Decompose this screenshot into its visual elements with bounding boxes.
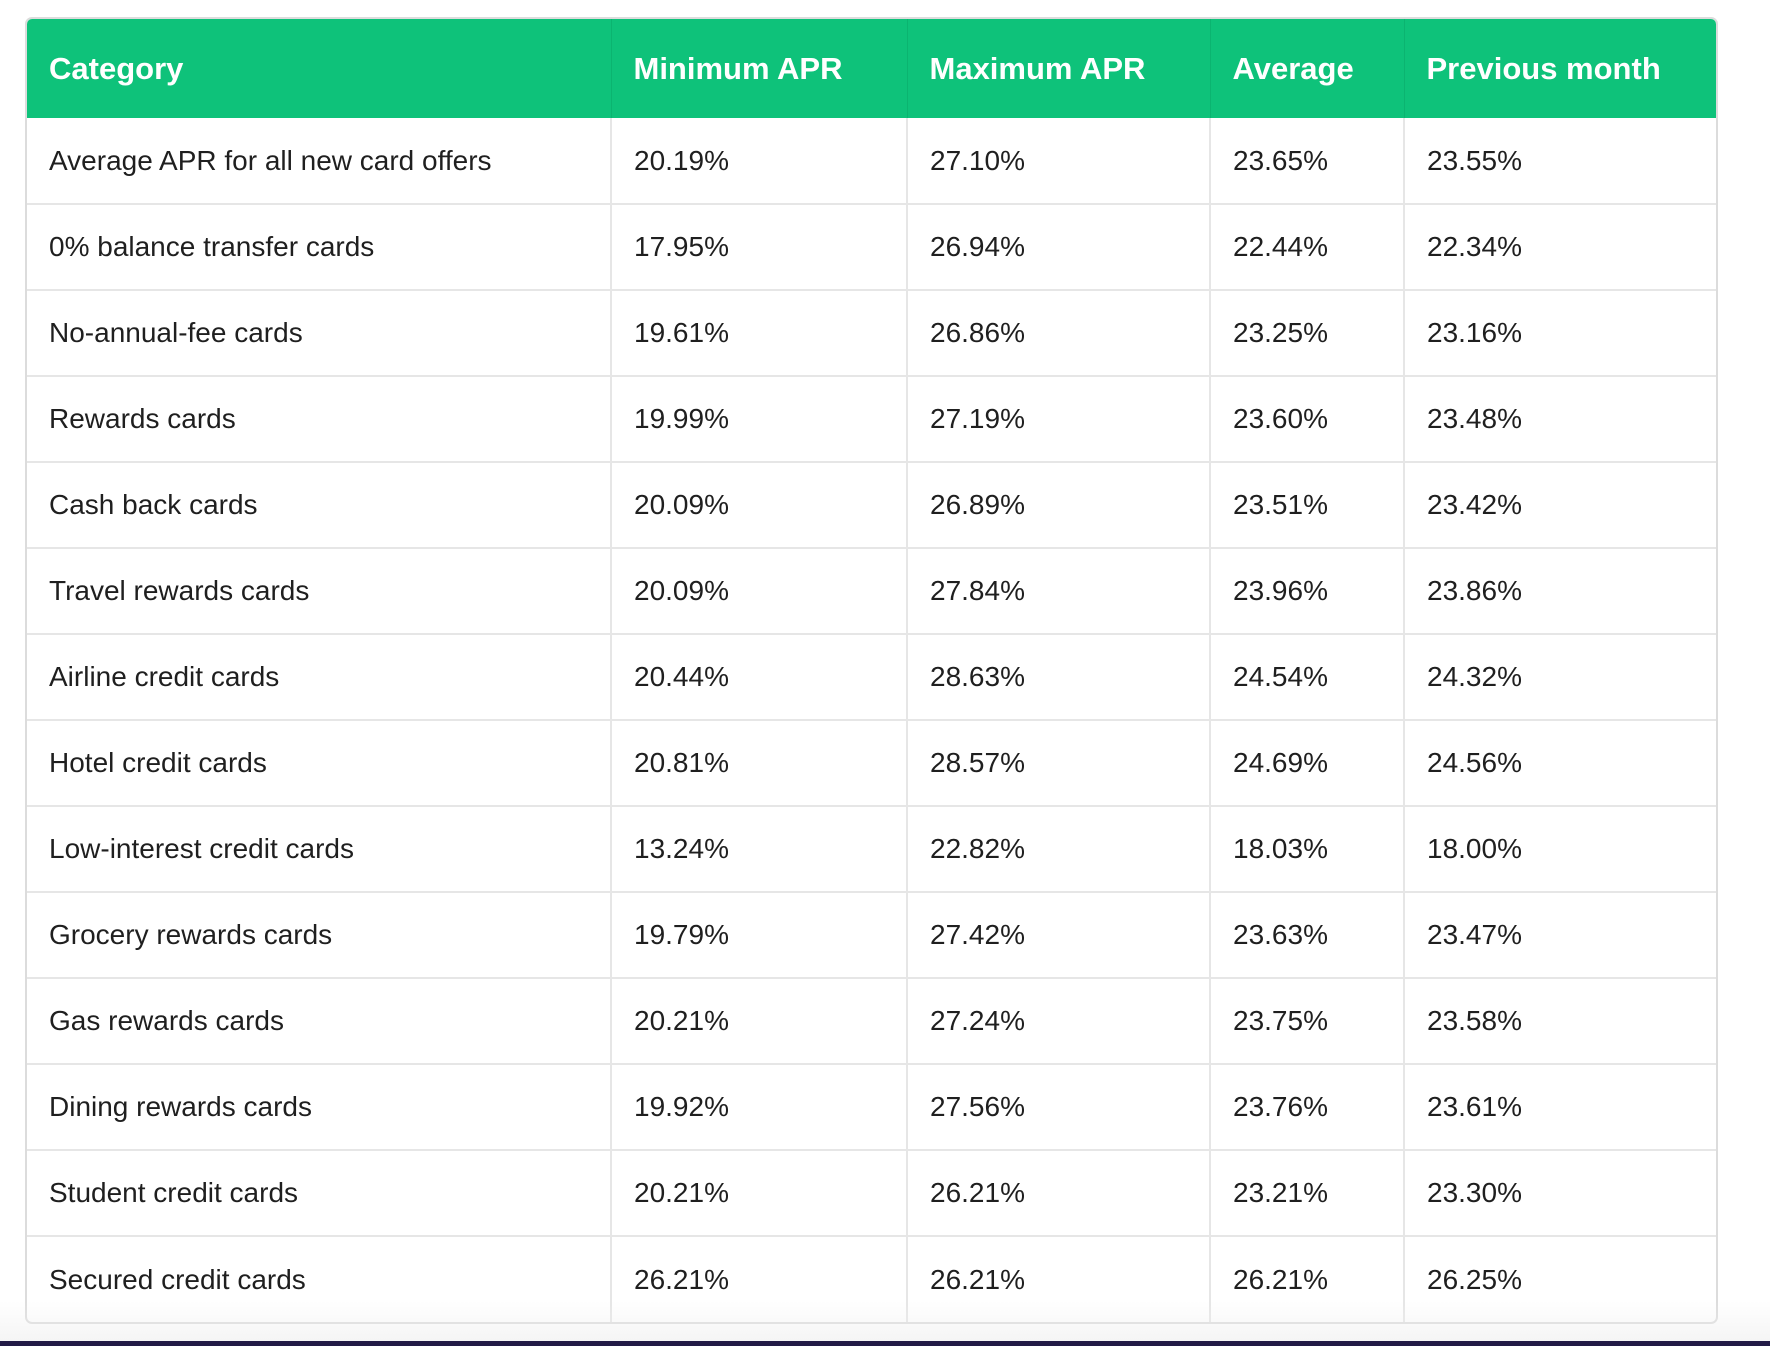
cell-maximum-apr: 26.21% (907, 1236, 1211, 1322)
cell-average: 23.76% (1210, 1064, 1405, 1151)
cell-maximum-apr: 27.56% (907, 1064, 1211, 1151)
cell-previous-month: 23.30% (1404, 1150, 1716, 1237)
cell-average: 23.25% (1210, 290, 1405, 377)
cell-average: 23.60% (1210, 376, 1405, 463)
cell-minimum-apr: 20.09% (611, 462, 908, 549)
cell-minimum-apr: 19.99% (611, 376, 908, 463)
cell-minimum-apr: 26.21% (611, 1236, 908, 1322)
table-row: Rewards cards 19.99% 27.19% 23.60% 23.48% (27, 376, 1716, 463)
cell-previous-month: 23.61% (1404, 1064, 1716, 1151)
cell-maximum-apr: 28.63% (907, 634, 1211, 721)
header-average: Average (1210, 19, 1405, 118)
cell-previous-month: 23.55% (1404, 118, 1716, 205)
cell-previous-month: 22.34% (1404, 204, 1716, 291)
cell-minimum-apr: 20.81% (611, 720, 908, 807)
cell-category: No-annual-fee cards (27, 290, 612, 377)
cell-category: Student credit cards (27, 1150, 612, 1237)
cell-average: 22.44% (1210, 204, 1405, 291)
cell-average: 18.03% (1210, 806, 1405, 893)
cell-previous-month: 23.58% (1404, 978, 1716, 1065)
cell-category: 0% balance transfer cards (27, 204, 612, 291)
cell-maximum-apr: 28.57% (907, 720, 1211, 807)
cell-minimum-apr: 20.09% (611, 548, 908, 635)
header-minimum-apr: Minimum APR (611, 19, 908, 118)
table-header: Category Minimum APR Maximum APR Average… (27, 19, 1716, 118)
cell-minimum-apr: 19.61% (611, 290, 908, 377)
cell-average: 23.21% (1210, 1150, 1405, 1237)
cell-maximum-apr: 27.19% (907, 376, 1211, 463)
cell-maximum-apr: 26.21% (907, 1150, 1211, 1237)
table-row: Travel rewards cards 20.09% 27.84% 23.96% 23… (27, 548, 1716, 635)
cell-category: Gas rewards cards (27, 978, 612, 1065)
header-previous-month: Previous month (1426, 50, 1661, 86)
cell-minimum-apr: 20.21% (611, 1150, 908, 1237)
cell-previous-month: 26.25% (1427, 1263, 1522, 1295)
cell-category: Hotel credit cards (27, 720, 612, 807)
cell-minimum-apr: 20.44% (611, 634, 908, 721)
cell-previous-month: 24.56% (1404, 720, 1716, 807)
table-row: Cash back cards 20.09% 26.89% 23.51% 23.42% (27, 462, 1716, 549)
cell-minimum-apr: 20.21% (611, 978, 908, 1065)
cell-maximum-apr: 26.89% (907, 462, 1211, 549)
table-row: Dining rewards cards 19.92% 27.56% 23.76% 23… (27, 1064, 1716, 1151)
cell-minimum-apr: 19.79% (611, 892, 908, 979)
table-row: Average APR for all new card offers 20.19… (27, 118, 1716, 205)
table-row: Grocery rewards cards 19.79% 27.42% 23.63% 2… (27, 892, 1716, 979)
cell-previous-month: 23.16% (1404, 290, 1716, 377)
cell-category: Cash back cards (27, 462, 612, 549)
cell-previous-month: 23.42% (1404, 462, 1716, 549)
cell-category: Travel rewards cards (27, 548, 612, 635)
cell-category: Secured credit cards (27, 1236, 612, 1322)
table-row: Gas rewards cards 20.21% 27.24% 23.75% 23.58… (27, 978, 1716, 1065)
cell-average: 24.54% (1210, 634, 1405, 721)
cell-minimum-apr: 19.92% (611, 1064, 908, 1151)
cell-average: 24.69% (1210, 720, 1405, 807)
cell-average: 23.63% (1210, 892, 1405, 979)
cell-maximum-apr: 22.82% (907, 806, 1211, 893)
table-row: 0% balance transfer cards 17.95% 26.94% 22.… (27, 204, 1716, 291)
cell-category: Average APR for all new card offers (27, 118, 612, 205)
cell-previous-month: 23.86% (1404, 548, 1716, 635)
cell-previous-month: 18.00% (1404, 806, 1716, 893)
cell-category: Rewards cards (27, 376, 612, 463)
header-category: Category (27, 19, 612, 118)
table-row: No-annual-fee cards 19.61% 26.86% 23.25% 23.… (27, 290, 1716, 377)
bottom-bar (0, 1341, 1770, 1346)
cell-average: 23.96% (1210, 548, 1405, 635)
cell-average: 23.75% (1210, 978, 1405, 1065)
table-body: Average APR for all new card offers 20.19… (27, 118, 1716, 1322)
cell-category: Dining rewards cards (27, 1064, 612, 1151)
cell-minimum-apr: 20.19% (611, 118, 908, 205)
apr-table-container: Category Minimum APR Maximum APR Average… (25, 17, 1718, 1324)
cell-maximum-apr: 27.42% (907, 892, 1211, 979)
cell-maximum-apr: 26.86% (907, 290, 1211, 377)
apr-table: Category Minimum APR Maximum APR Average… (27, 19, 1716, 1322)
cell-category: Airline credit cards (27, 634, 612, 721)
cell-maximum-apr: 27.10% (907, 118, 1211, 205)
cell-average: 26.21% (1210, 1236, 1405, 1322)
header-row: Category Minimum APR Maximum APR Average… (27, 19, 1716, 118)
cell-minimum-apr: 17.95% (611, 204, 908, 291)
cell-previous-month: 23.47% (1404, 892, 1716, 979)
header-maximum-apr: Maximum APR (907, 19, 1211, 118)
cell-category: Low-interest credit cards (27, 806, 612, 893)
cell-previous-month: 23.48% (1404, 376, 1716, 463)
table-row: Low-interest credit cards 13.24% 22.82% 18.… (27, 806, 1716, 893)
cell-average: 23.51% (1210, 462, 1405, 549)
cell-category: Grocery rewards cards (27, 892, 612, 979)
table-row: Airline credit cards 20.44% 28.63% 24.54% 24… (27, 634, 1716, 721)
cell-maximum-apr: 27.84% (907, 548, 1211, 635)
table-row: Hotel credit cards 20.81% 28.57% 24.69% 24.5… (27, 720, 1716, 807)
cell-average: 23.65% (1210, 118, 1405, 205)
cell-maximum-apr: 26.94% (907, 204, 1211, 291)
table-row: Student credit cards 20.21% 26.21% 23.21% 23… (27, 1150, 1716, 1237)
cell-minimum-apr: 13.24% (611, 806, 908, 893)
cell-maximum-apr: 27.24% (907, 978, 1211, 1065)
table-row: Secured credit cards 26.21% 26.21% 26.21% 26… (27, 1236, 1716, 1322)
cell-previous-month: 24.32% (1404, 634, 1716, 721)
